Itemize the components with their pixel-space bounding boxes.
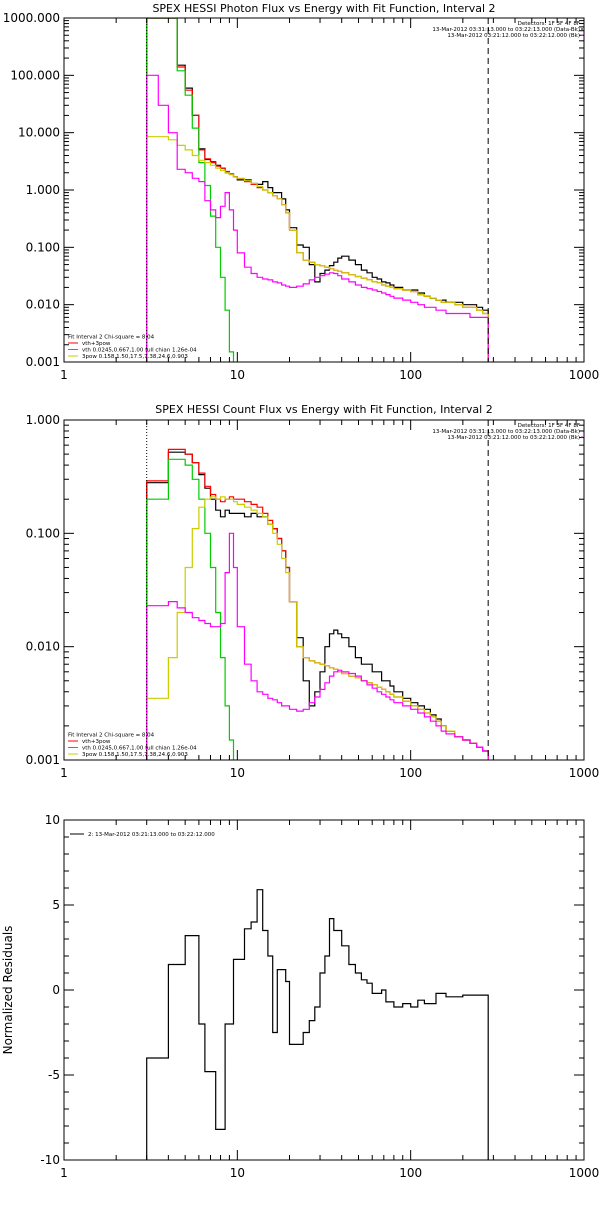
x-tick-label: 100	[399, 1166, 422, 1180]
series-line-1	[146, 889, 489, 1160]
legend-entry: 13-Mar-2012 03:31:13.000 to 03:22:13.000…	[432, 429, 580, 435]
chart-panel-1: SPEX HESSI Photon Flux vs Energy with Fi…	[3, 2, 600, 382]
y-tick-label: 1.000	[26, 183, 60, 197]
x-tick-label: 1	[60, 368, 68, 382]
series-line-4	[146, 496, 489, 760]
x-tick-label: 1000	[569, 766, 600, 780]
series-line-5	[146, 532, 489, 760]
legend-entry: vth+3pow	[82, 341, 111, 347]
series-group	[146, 18, 489, 362]
legend-entry: 13-Mar-2012 03:31:13.000 to 03:22:13.000…	[432, 27, 580, 33]
x-tick-label: 1000	[569, 368, 600, 382]
legend-entry: 2: 13-Mar-2012 03:21:13.000 to 03:22:12.…	[88, 832, 215, 838]
y-tick-label: 10	[45, 813, 60, 827]
chart-title: SPEX HESSI Photon Flux vs Energy with Fi…	[152, 2, 495, 15]
x-tick-label: 10	[230, 1166, 245, 1180]
y-tick-label: 0	[52, 983, 60, 997]
legend-entry: Detectors: 1F 3F 4F 8F	[518, 423, 580, 429]
legend-entry: Fit Interval 2 Chi-square = 8.04	[68, 335, 155, 341]
legend-entry: vth+3pow	[82, 739, 111, 745]
series-group	[146, 889, 489, 1160]
legend-entry: Fit Interval 2 Chi-square = 8.04	[68, 733, 155, 739]
plot-frame	[63, 419, 585, 761]
y-tick-label: 5	[52, 898, 60, 912]
y-tick-label: 0.100	[26, 240, 60, 254]
x-tick-label: 100	[399, 368, 422, 382]
y-tick-label: -5	[48, 1068, 60, 1082]
x-tick-label: 100	[399, 766, 422, 780]
y-tick-label: 0.010	[26, 298, 60, 312]
plot-frame	[63, 17, 585, 363]
legend-entry: 13-Mar-2012 03:21:12.000 to 03:22:12.000…	[447, 33, 580, 39]
legend-entry: Detectors: 1F 3F 4F 8F	[518, 21, 580, 27]
legend-entry: 3pow 0.158,1.50,17.5,7.38,24.6,0.903	[82, 354, 188, 360]
series-line-4	[146, 136, 489, 362]
series-line-2	[146, 18, 489, 362]
legend-entry: 3pow 0.158,1.50,17.5,7.38,24.6,0.903	[82, 752, 188, 758]
y-axis-label: Normalized Residuals	[1, 926, 15, 1055]
chart-panel-3: 1 10 100 1000 -10 -5 0 5 10 Normalized Residuals 2…	[1, 813, 599, 1180]
series-group	[146, 448, 489, 760]
y-tick-label: 0.001	[26, 753, 60, 767]
series-line-5	[146, 74, 489, 362]
x-tick-label: 1000	[569, 1166, 600, 1180]
legend-entry: vth 0.0245,0.667,1.00 full chian 1.26e-0…	[82, 348, 197, 354]
x-tick-label: 10	[230, 766, 245, 780]
legend-entry: 13-Mar-2012 03:21:12.000 to 03:22:12.000…	[447, 435, 580, 441]
series-line-3	[146, 458, 235, 760]
series-line-3	[146, 18, 235, 362]
x-tick-label: 1	[60, 1166, 68, 1180]
chart-panel-2: SPEX HESSI Count Flux vs Energy with Fit…	[26, 403, 600, 780]
plot-frame	[63, 819, 585, 1161]
series-line-2	[146, 448, 489, 760]
x-tick-label: 10	[230, 368, 245, 382]
series-line-1	[146, 451, 489, 760]
y-tick-label: 1000.000	[3, 11, 60, 25]
series-line-1	[146, 18, 489, 362]
x-tick-label: 1	[60, 766, 68, 780]
chart-title: SPEX HESSI Count Flux vs Energy with Fit…	[155, 403, 492, 416]
y-tick-label: 0.010	[26, 640, 60, 654]
y-tick-label: 1.000	[26, 413, 60, 427]
y-tick-label: 0.100	[26, 526, 60, 540]
y-tick-label: -10	[40, 1153, 60, 1167]
y-tick-label: 100.000	[10, 68, 60, 82]
y-tick-label: 0.001	[26, 355, 60, 369]
legend-entry: vth 0.0245,0.667,1.00 full chian 1.26e-0…	[82, 746, 197, 752]
y-tick-label: 10.000	[18, 126, 60, 140]
